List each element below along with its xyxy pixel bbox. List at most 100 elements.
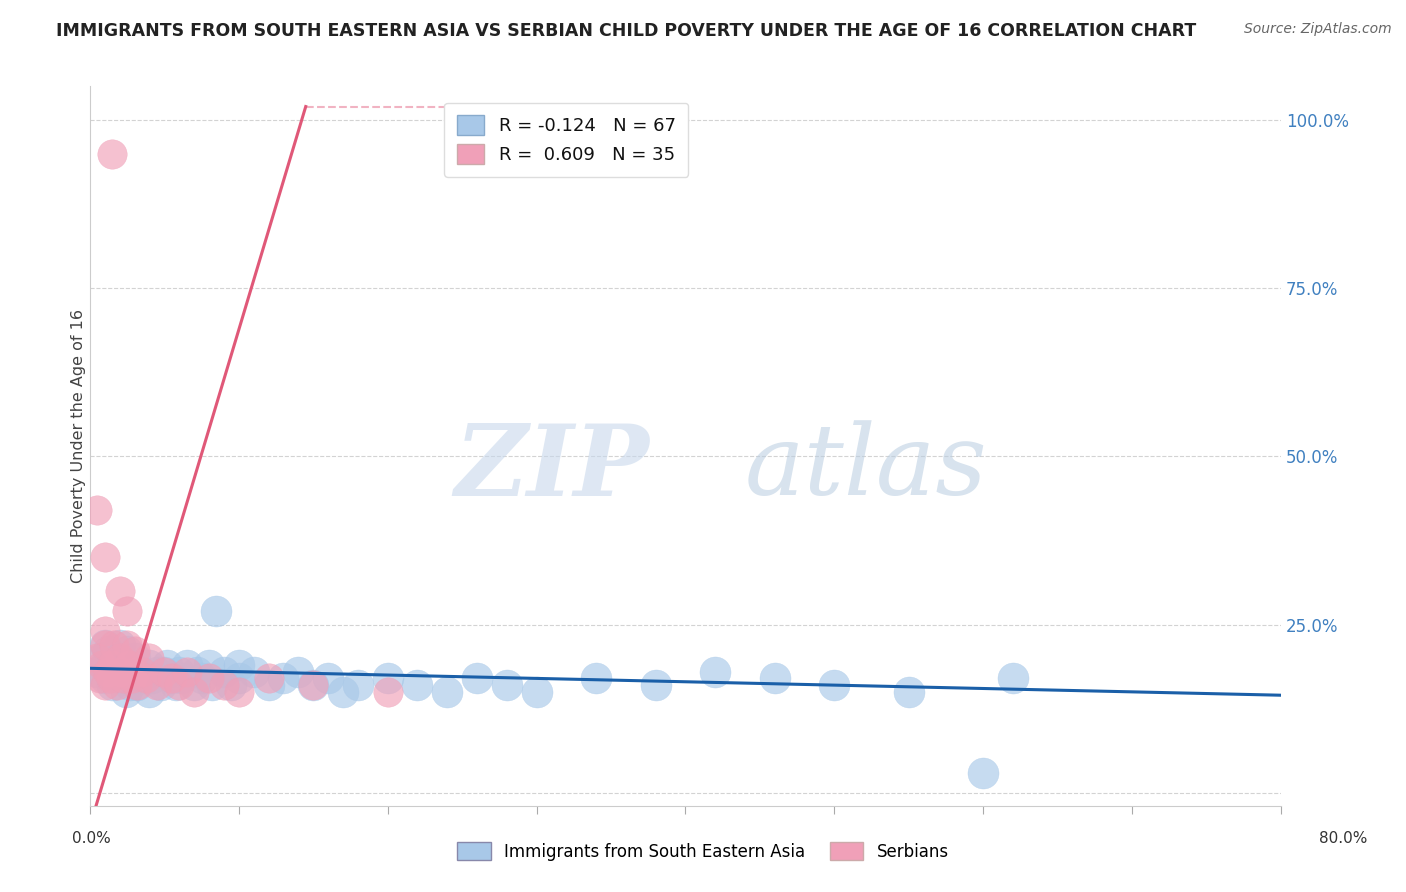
Point bbox=[146, 678, 169, 692]
Point bbox=[190, 672, 212, 686]
Point bbox=[90, 657, 112, 672]
Point bbox=[205, 604, 228, 618]
Point bbox=[121, 665, 143, 679]
Point bbox=[176, 665, 198, 679]
Point bbox=[105, 657, 128, 672]
Point bbox=[118, 678, 141, 692]
Point bbox=[111, 665, 134, 679]
Point bbox=[103, 651, 125, 665]
Point bbox=[108, 665, 131, 679]
Point bbox=[332, 685, 354, 699]
Text: atlas: atlas bbox=[745, 420, 987, 516]
Point bbox=[183, 685, 205, 699]
Point bbox=[105, 678, 128, 692]
Point bbox=[101, 678, 124, 692]
Point bbox=[117, 657, 139, 672]
Point bbox=[89, 672, 111, 686]
Point bbox=[138, 657, 160, 672]
Point bbox=[165, 678, 187, 692]
Point bbox=[347, 678, 370, 692]
Point bbox=[273, 672, 295, 686]
Point bbox=[316, 672, 339, 686]
Point bbox=[257, 678, 280, 692]
Point bbox=[108, 638, 131, 652]
Point bbox=[115, 604, 138, 618]
Point bbox=[124, 651, 146, 665]
Point bbox=[127, 678, 149, 692]
Point bbox=[93, 550, 115, 565]
Point bbox=[108, 672, 131, 686]
Point bbox=[160, 672, 183, 686]
Point bbox=[146, 665, 169, 679]
Point bbox=[704, 665, 727, 679]
Point bbox=[201, 678, 224, 692]
Point bbox=[644, 678, 666, 692]
Point bbox=[115, 644, 138, 658]
Point bbox=[186, 665, 208, 679]
Point bbox=[972, 765, 994, 780]
Point bbox=[897, 685, 920, 699]
Point bbox=[124, 665, 146, 679]
Point bbox=[97, 644, 120, 658]
Text: 0.0%: 0.0% bbox=[72, 831, 111, 846]
Legend: R = -0.124   N = 67, R =  0.609   N = 35: R = -0.124 N = 67, R = 0.609 N = 35 bbox=[444, 103, 688, 177]
Point bbox=[100, 672, 122, 686]
Point bbox=[93, 657, 115, 672]
Point bbox=[115, 638, 138, 652]
Point bbox=[167, 678, 190, 692]
Point bbox=[93, 672, 115, 686]
Point bbox=[121, 672, 143, 686]
Point bbox=[153, 665, 176, 679]
Point bbox=[406, 678, 429, 692]
Point bbox=[108, 651, 131, 665]
Point bbox=[86, 651, 108, 665]
Point bbox=[198, 672, 221, 686]
Point bbox=[302, 678, 325, 692]
Point bbox=[1001, 672, 1024, 686]
Point bbox=[141, 672, 163, 686]
Point bbox=[160, 672, 183, 686]
Point bbox=[156, 657, 179, 672]
Text: Source: ZipAtlas.com: Source: ZipAtlas.com bbox=[1244, 22, 1392, 37]
Point bbox=[101, 146, 124, 161]
Point bbox=[93, 638, 115, 652]
Point bbox=[97, 665, 120, 679]
Point bbox=[763, 672, 786, 686]
Point bbox=[172, 672, 194, 686]
Point bbox=[131, 665, 153, 679]
Text: ZIP: ZIP bbox=[454, 419, 650, 516]
Point bbox=[495, 678, 517, 692]
Point bbox=[242, 665, 264, 679]
Point bbox=[585, 672, 607, 686]
Point bbox=[823, 678, 845, 692]
Point bbox=[103, 638, 125, 652]
Point bbox=[101, 665, 124, 679]
Point bbox=[90, 651, 112, 665]
Point bbox=[228, 672, 250, 686]
Point bbox=[101, 657, 124, 672]
Point bbox=[86, 665, 108, 679]
Text: IMMIGRANTS FROM SOUTH EASTERN ASIA VS SERBIAN CHILD POVERTY UNDER THE AGE OF 16 : IMMIGRANTS FROM SOUTH EASTERN ASIA VS SE… bbox=[56, 22, 1197, 40]
Point bbox=[167, 665, 190, 679]
Y-axis label: Child Poverty Under the Age of 16: Child Poverty Under the Age of 16 bbox=[72, 310, 86, 583]
Point bbox=[131, 665, 153, 679]
Point bbox=[111, 672, 134, 686]
Point bbox=[108, 583, 131, 598]
Point bbox=[302, 678, 325, 692]
Point bbox=[257, 672, 280, 686]
Point bbox=[138, 685, 160, 699]
Point bbox=[465, 672, 488, 686]
Point bbox=[124, 672, 146, 686]
Point bbox=[228, 657, 250, 672]
Point bbox=[212, 678, 235, 692]
Point bbox=[135, 672, 157, 686]
Point bbox=[115, 657, 138, 672]
Point bbox=[176, 657, 198, 672]
Point bbox=[377, 672, 399, 686]
Point bbox=[228, 685, 250, 699]
Point bbox=[135, 672, 157, 686]
Point bbox=[287, 665, 309, 679]
Point bbox=[221, 678, 243, 692]
Point bbox=[153, 665, 176, 679]
Point bbox=[377, 685, 399, 699]
